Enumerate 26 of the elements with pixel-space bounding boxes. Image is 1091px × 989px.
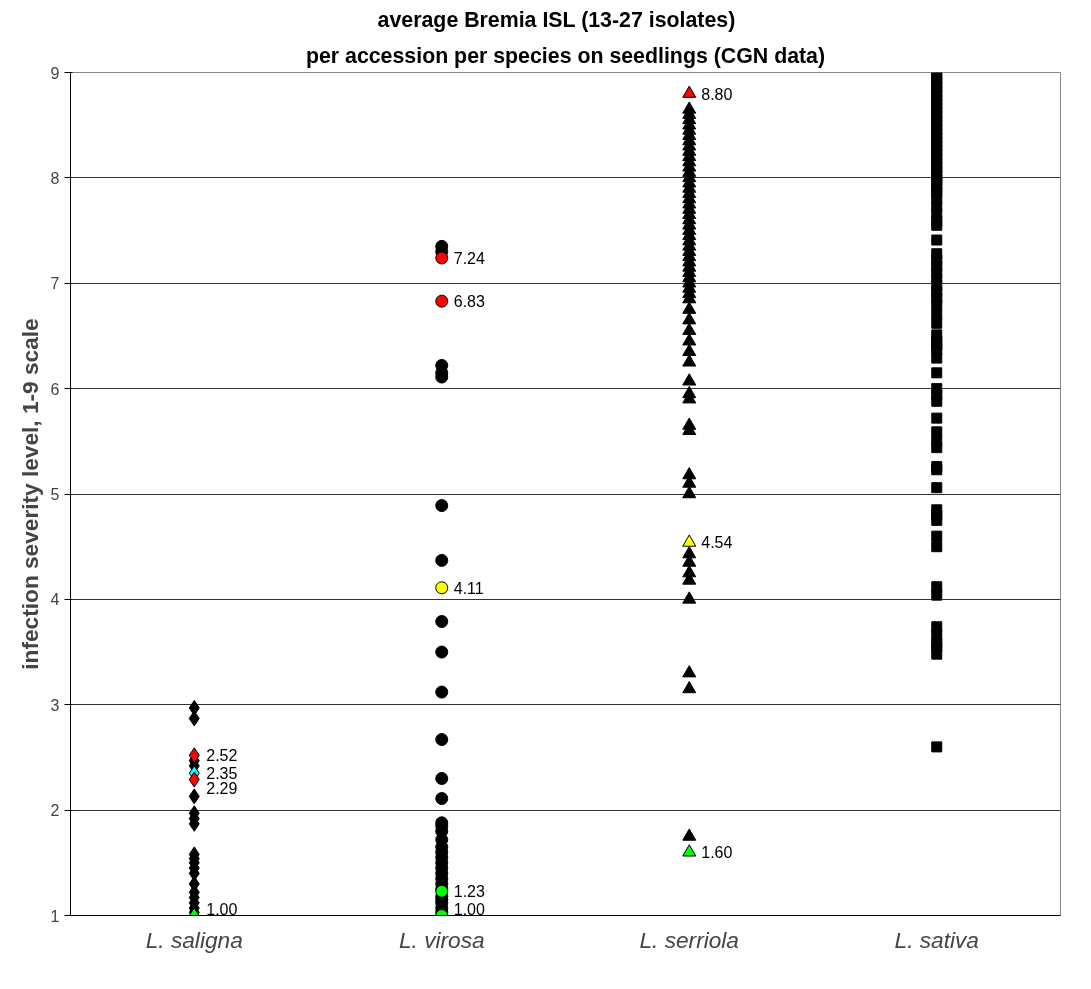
x-tick-label: L. virosa — [398, 926, 485, 953]
y-tick-label: 4 — [50, 591, 60, 609]
data-label: 2.52 — [206, 747, 238, 765]
y-tick-label: 6 — [50, 380, 60, 398]
y-tick-label: 1 — [50, 907, 60, 925]
data-label: 1.60 — [701, 844, 733, 862]
data-label: 8.80 — [701, 85, 733, 103]
data-label: 6.83 — [453, 293, 485, 311]
data-label: 1.00 — [453, 900, 485, 918]
y-tick-label: 9 — [50, 64, 60, 82]
x-tick-label: L. saligna — [145, 926, 243, 953]
data-label: 1.23 — [453, 883, 485, 901]
x-tick-label: L. sativa — [894, 926, 979, 953]
data-label: 4.11 — [453, 579, 484, 597]
data-label: 4.54 — [701, 534, 733, 552]
y-axis-title: infection severity level, 1-9 scale — [16, 318, 43, 670]
chart-title: average Bremia ISL (13-27 isolates) — [377, 7, 736, 32]
y-tick-label: 5 — [50, 486, 60, 503]
data-label: 1.00 — [206, 900, 238, 918]
y-tick-label: 8 — [50, 169, 60, 187]
x-tick-label: L. serriola — [639, 926, 739, 953]
y-tick-label: 7 — [50, 275, 60, 293]
y-tick-label: 3 — [50, 696, 60, 714]
chart-subtitle: per accession per species on seedlings (CGN data) — [305, 43, 826, 68]
y-tick-label: 2 — [50, 802, 60, 820]
data-label: 7.24 — [453, 249, 485, 267]
